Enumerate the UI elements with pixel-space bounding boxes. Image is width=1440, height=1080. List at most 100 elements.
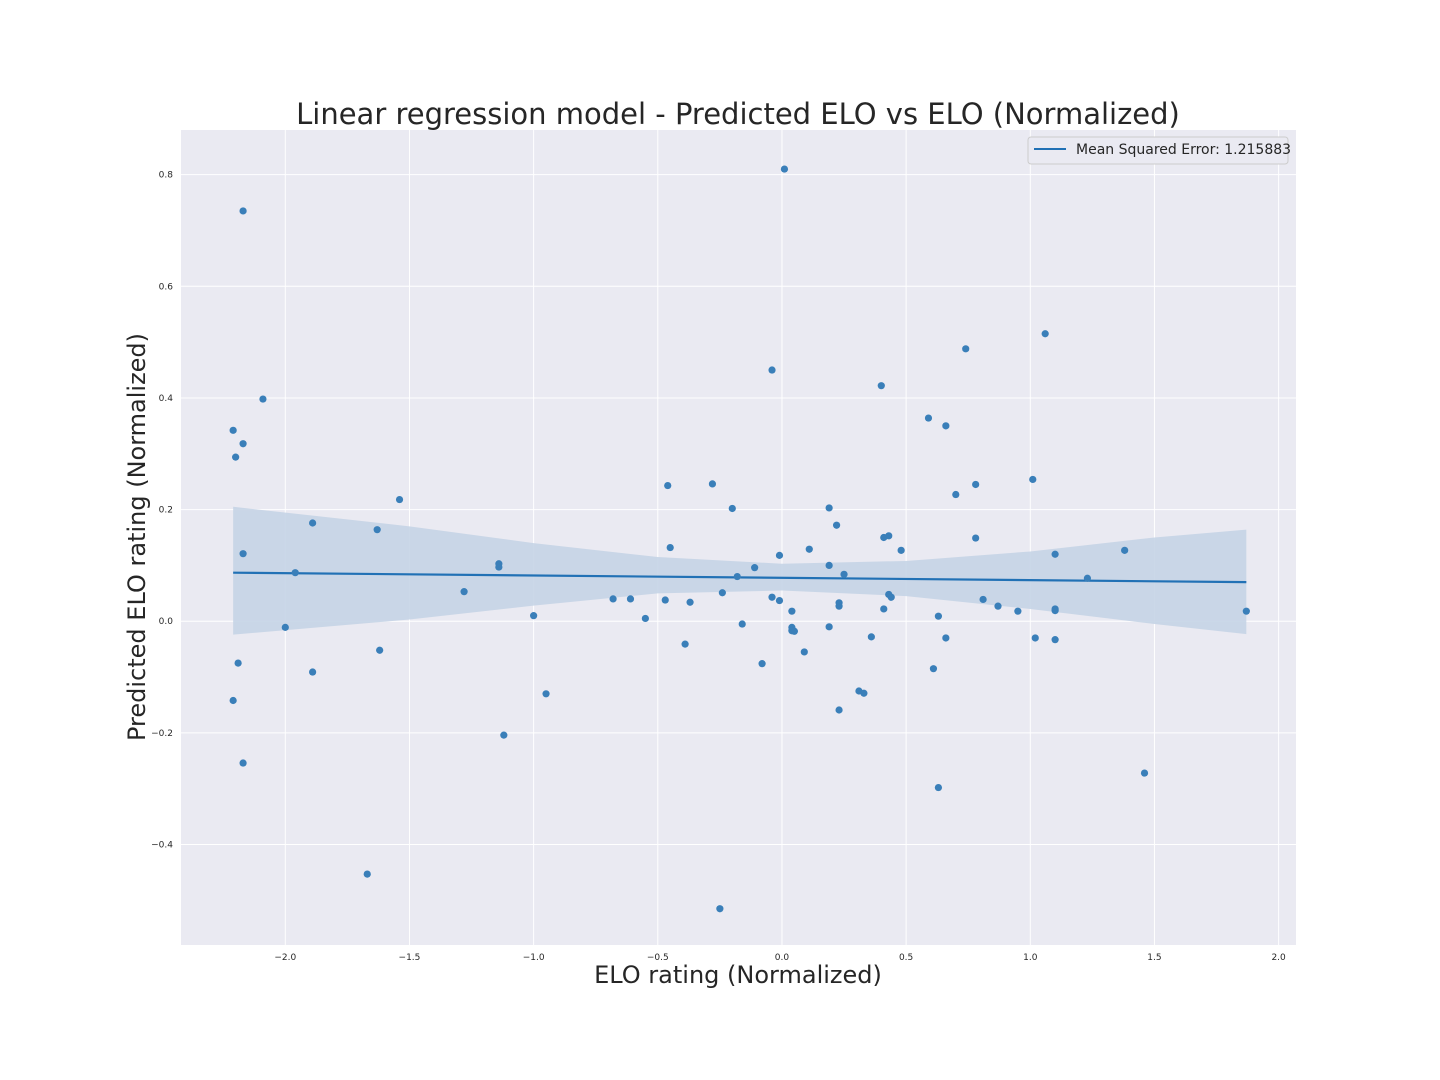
scatter-point	[309, 519, 317, 527]
scatter-point	[832, 521, 841, 529]
scatter-point	[1051, 607, 1059, 615]
scatter-point	[1014, 607, 1022, 615]
scatter-point	[234, 659, 242, 667]
scatter-point	[929, 665, 938, 673]
scatter-point	[239, 550, 247, 558]
y-tick-label: −0.4	[151, 841, 173, 851]
scatter-point	[800, 648, 808, 656]
scatter-point	[239, 759, 247, 767]
scatter-points	[229, 165, 1250, 913]
scatter-point	[788, 607, 796, 615]
scatter-point	[751, 564, 759, 572]
scatter-point	[232, 453, 240, 461]
scatter-point	[897, 546, 905, 554]
scatter-point	[942, 634, 950, 642]
y-tick-labels: −0.4 −0.2 0.0 0.2 0.4 0.6 0.8	[151, 171, 173, 851]
scatter-point	[1041, 330, 1049, 338]
x-axis-label: ELO rating (Normalized)	[594, 961, 882, 989]
scatter-point	[934, 612, 943, 620]
scatter-point	[686, 598, 694, 606]
scatter-point	[1140, 769, 1149, 777]
scatter-point	[880, 605, 888, 613]
x-tick-label: 1.5	[1147, 953, 1161, 963]
legend-label: Mean Squared Error: 1.215883	[1076, 142, 1291, 158]
scatter-point	[994, 602, 1002, 610]
y-tick-label: −0.2	[151, 729, 173, 739]
scatter-point	[942, 422, 950, 430]
scatter-point	[542, 690, 550, 698]
scatter-point	[835, 706, 843, 714]
scatter-point	[775, 596, 784, 605]
scatter-point	[664, 481, 672, 490]
scatter-point	[609, 595, 617, 603]
scatter-point	[952, 490, 960, 499]
scatter-point	[825, 561, 833, 570]
y-tick-label: 0.6	[159, 282, 174, 292]
scatter-point	[867, 633, 875, 641]
scatter-point	[825, 623, 833, 631]
scatter-point	[733, 572, 741, 581]
scatter-point	[758, 660, 766, 668]
legend-box	[1027, 136, 1289, 165]
confidence-band-layer	[233, 506, 1247, 635]
scatter-point	[259, 395, 267, 403]
scatter-point	[790, 627, 798, 635]
x-tick-label: 1.0	[1023, 953, 1038, 963]
scatter-point	[239, 440, 247, 448]
scatter-point	[363, 870, 371, 878]
scatter-point	[780, 165, 789, 173]
scatter-point	[979, 595, 987, 604]
scatter-point	[972, 534, 980, 542]
confidence-band	[233, 506, 1247, 635]
scatter-point	[716, 905, 724, 913]
scatter-point	[1031, 634, 1039, 642]
scatter-point	[825, 504, 833, 512]
scatter-point	[291, 569, 299, 577]
scatter-point	[924, 414, 933, 422]
scatter-point	[681, 640, 689, 648]
scatter-point	[281, 623, 289, 631]
scatter-point	[708, 480, 717, 488]
scatter-point	[1083, 574, 1092, 582]
scatter-point	[840, 570, 848, 578]
scatter-point	[1051, 550, 1059, 558]
scatter-point	[962, 345, 970, 353]
scatter-point	[1051, 636, 1059, 644]
scatter-point	[860, 689, 868, 697]
x-tick-labels: −2.0 −1.5 −1.0 −0.5 0.0 0.5 1.0 1.5 2.0	[274, 953, 1286, 963]
scatter-point	[1121, 546, 1129, 554]
scatter-point	[768, 593, 776, 601]
scatter-point	[626, 595, 635, 603]
scatter-point	[666, 543, 674, 552]
scatter-point	[239, 207, 247, 215]
x-tick-label: 2.0	[1271, 953, 1286, 963]
scatter-point	[229, 426, 237, 434]
scatter-point	[885, 532, 893, 540]
scatter-point	[835, 602, 843, 610]
scatter-point	[728, 504, 736, 513]
scatter-point	[460, 588, 468, 596]
scatter-point	[309, 668, 317, 676]
scatter-point	[805, 545, 813, 553]
scatter-point	[738, 620, 746, 628]
scatter-point	[500, 731, 508, 739]
scatter-point	[229, 696, 237, 705]
x-tick-label: −1.0	[523, 953, 545, 963]
scatter-point	[495, 563, 503, 571]
scatter-point	[395, 495, 404, 504]
y-tick-label: 0.4	[159, 394, 174, 404]
y-tick-label: 0.8	[159, 171, 174, 181]
chart-title: Linear regression model - Predicted ELO …	[296, 97, 1180, 131]
x-tick-label: −2.0	[274, 953, 296, 963]
scatter-point	[661, 596, 669, 604]
scatter-point	[768, 366, 776, 374]
x-tick-label: 0.0	[775, 953, 790, 963]
scatter-point	[877, 382, 885, 390]
x-tick-label: −1.5	[399, 953, 421, 963]
scatter-point	[718, 589, 726, 597]
scatter-point	[1242, 607, 1250, 615]
scatter-point	[775, 551, 784, 559]
scatter-point	[641, 614, 649, 623]
legend: Mean Squared Error: 1.215883	[1027, 136, 1291, 165]
scatter-point	[972, 480, 980, 489]
